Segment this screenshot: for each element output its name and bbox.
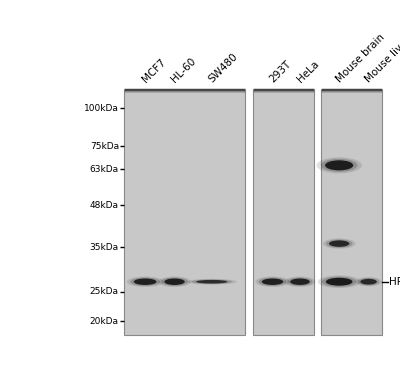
Ellipse shape xyxy=(355,277,382,286)
Ellipse shape xyxy=(325,160,353,170)
Ellipse shape xyxy=(187,279,237,285)
Ellipse shape xyxy=(316,157,362,173)
Ellipse shape xyxy=(329,240,349,247)
Ellipse shape xyxy=(161,277,188,286)
Text: 35kDa: 35kDa xyxy=(90,243,119,252)
Text: 293T: 293T xyxy=(268,59,293,85)
Ellipse shape xyxy=(134,279,156,285)
Ellipse shape xyxy=(358,278,379,285)
Ellipse shape xyxy=(360,279,377,285)
Bar xyxy=(321,90,382,335)
Ellipse shape xyxy=(130,277,160,286)
Ellipse shape xyxy=(127,277,163,287)
Ellipse shape xyxy=(322,277,356,287)
Ellipse shape xyxy=(326,278,352,286)
Ellipse shape xyxy=(164,279,185,285)
Ellipse shape xyxy=(326,239,352,248)
Text: 100kDa: 100kDa xyxy=(84,104,119,113)
Text: HL-60: HL-60 xyxy=(170,56,198,85)
Ellipse shape xyxy=(158,277,191,287)
Ellipse shape xyxy=(258,277,286,286)
Text: SW480: SW480 xyxy=(207,51,240,85)
Text: 48kDa: 48kDa xyxy=(90,201,119,210)
Text: MCF7: MCF7 xyxy=(140,57,168,85)
Bar xyxy=(253,90,314,335)
Ellipse shape xyxy=(191,279,232,284)
Text: Mouse brain: Mouse brain xyxy=(334,32,386,85)
Text: Mouse liver: Mouse liver xyxy=(364,35,400,85)
Ellipse shape xyxy=(262,279,283,285)
Text: 75kDa: 75kDa xyxy=(90,142,119,151)
Text: HeLa: HeLa xyxy=(295,59,320,85)
Ellipse shape xyxy=(318,275,360,288)
Text: 25kDa: 25kDa xyxy=(90,287,119,296)
Ellipse shape xyxy=(321,159,358,172)
Ellipse shape xyxy=(290,279,310,285)
Ellipse shape xyxy=(255,277,290,287)
Ellipse shape xyxy=(196,280,228,284)
Text: HPRT1: HPRT1 xyxy=(389,277,400,287)
Bar xyxy=(124,90,245,335)
Text: 20kDa: 20kDa xyxy=(90,317,119,326)
Ellipse shape xyxy=(323,238,356,249)
Ellipse shape xyxy=(287,277,313,286)
Text: 63kDa: 63kDa xyxy=(90,165,119,174)
Ellipse shape xyxy=(284,277,316,287)
